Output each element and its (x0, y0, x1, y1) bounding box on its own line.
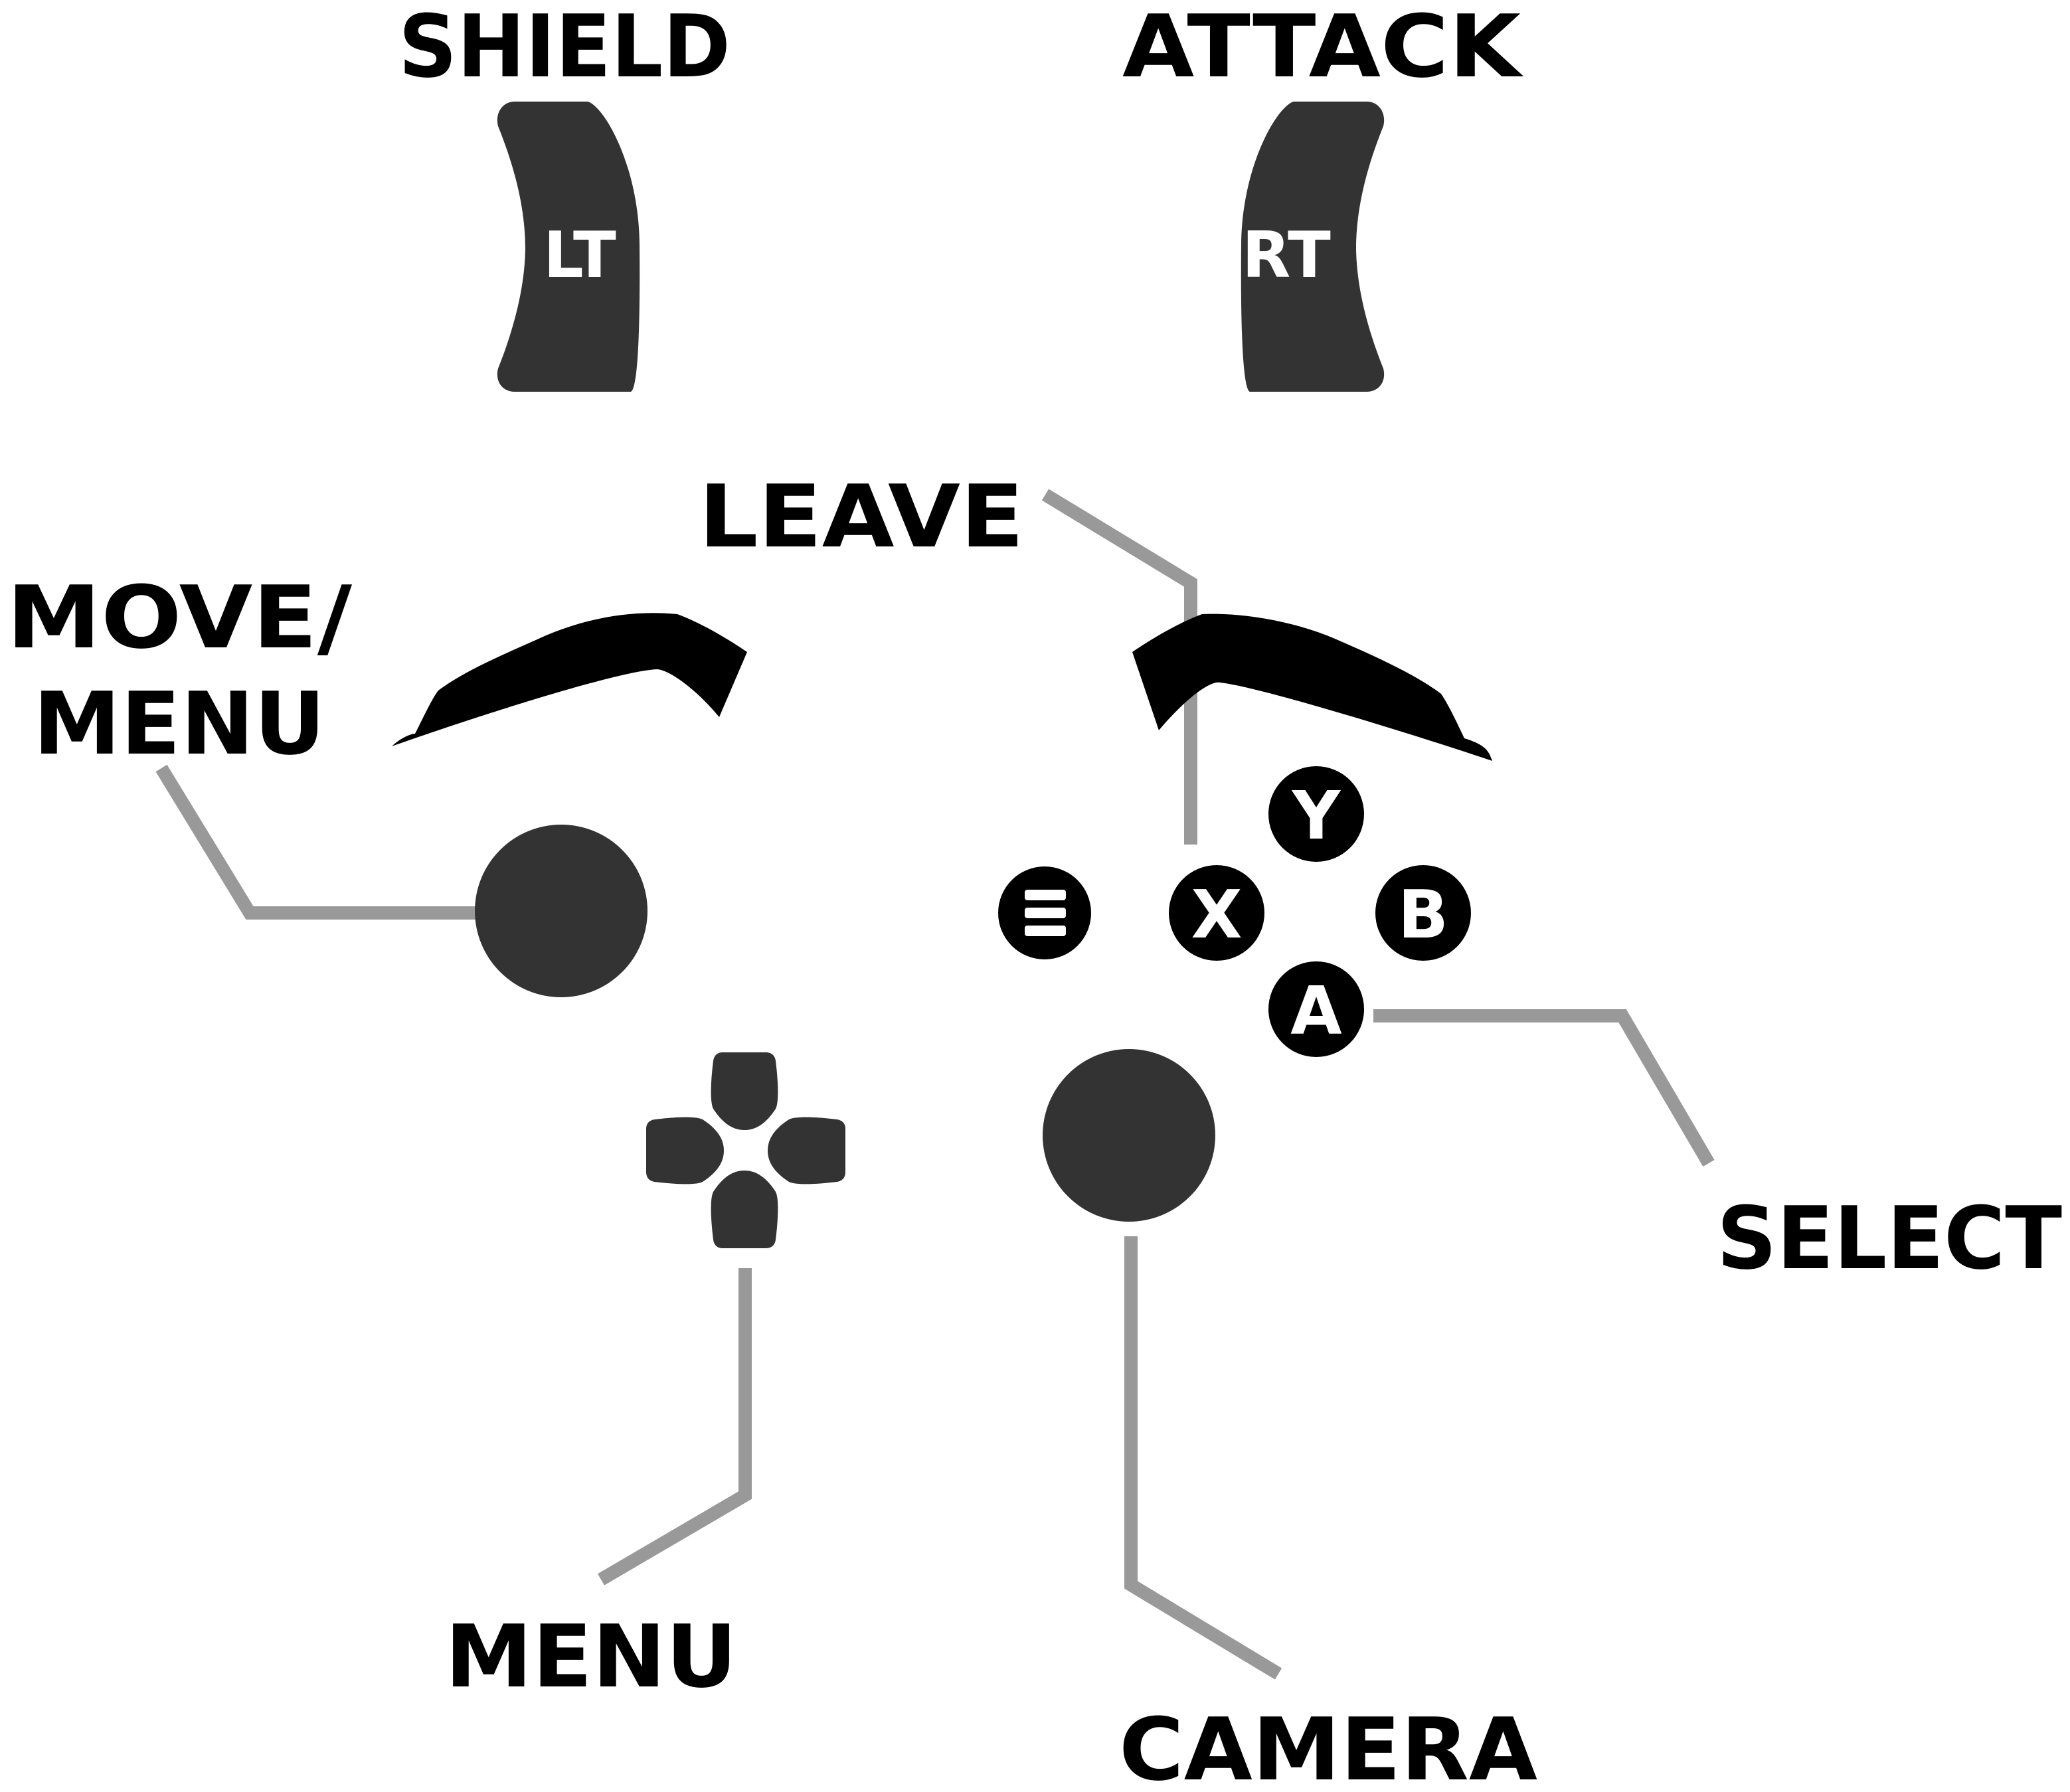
callout-line-select (1373, 1009, 1715, 1167)
y-button-label: Y (1292, 777, 1341, 855)
dpad-right[interactable] (768, 1117, 845, 1184)
label-move-menu-line1: MOVE/ (7, 567, 353, 668)
a-button-label: A (1290, 972, 1341, 1050)
x-button-label: X (1191, 876, 1242, 953)
label-move-menu-line2: MENU (33, 673, 325, 774)
label-select: SELECT (1717, 1188, 2062, 1289)
label-attack: ATTACK (1122, 0, 1524, 97)
rt-label: RT (1242, 219, 1331, 292)
label-menu: MENU (445, 1606, 737, 1707)
dpad-icon[interactable] (646, 1052, 845, 1248)
lt-label: LT (543, 219, 616, 292)
label-shield: SHIELD (398, 0, 731, 97)
rt-shape (1241, 102, 1385, 392)
label-camera: CAMERA (1119, 1699, 1537, 1792)
callout-line-menu (597, 1268, 752, 1586)
b-button-circle (1375, 865, 1471, 961)
action-labels: SHIELD ATTACK LEAVE MOVE/ MENU SELECT ME… (7, 0, 2062, 1792)
callout-line-leave (1041, 489, 1197, 845)
a-button-circle (1268, 961, 1364, 1057)
callout-lines (155, 489, 1715, 1680)
a-button[interactable]: A (1268, 961, 1364, 1057)
left-trigger[interactable]: LT (497, 102, 640, 392)
dpad-left[interactable] (646, 1117, 724, 1184)
view-button-lines (1025, 890, 1066, 936)
view-button[interactable] (998, 866, 1091, 959)
dpad-down[interactable] (711, 1171, 778, 1248)
label-leave: LEAVE (699, 466, 1024, 567)
left-stick-icon[interactable] (475, 825, 647, 997)
right-bumper (1132, 613, 1492, 761)
y-button[interactable]: Y (1268, 766, 1364, 862)
x-button-circle (1169, 865, 1264, 961)
dpad-up[interactable] (711, 1052, 778, 1130)
callout-line-camera (1124, 1236, 1282, 1680)
b-button[interactable]: B (1375, 865, 1471, 961)
b-button-label: B (1398, 876, 1448, 953)
lt-shape (497, 102, 640, 392)
left-bumper (392, 613, 747, 746)
right-trigger[interactable]: RT (1241, 102, 1385, 392)
callout-line-move-menu (155, 764, 477, 920)
right-stick-icon[interactable] (1043, 1049, 1215, 1222)
x-button[interactable]: X (1169, 865, 1264, 961)
y-button-circle (1268, 766, 1364, 862)
